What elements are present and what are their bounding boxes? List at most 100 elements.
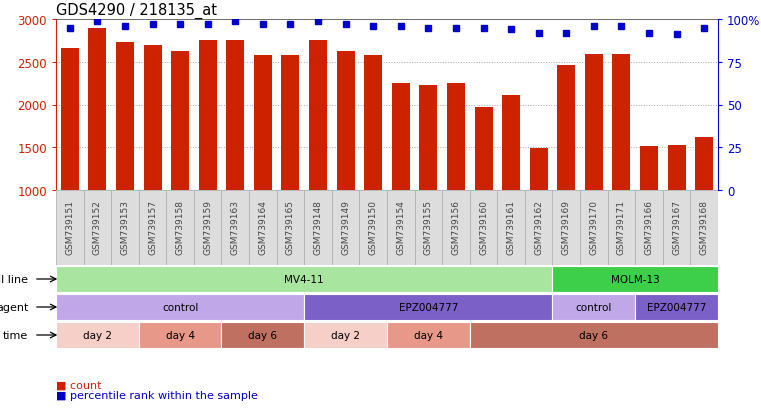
Text: GSM739148: GSM739148 [314, 199, 323, 254]
Text: day 6: day 6 [579, 330, 608, 340]
Bar [613, 55, 630, 190]
Bar [167, 190, 194, 266]
Text: GSM739166: GSM739166 [645, 199, 654, 254]
Bar [580, 190, 608, 266]
Bar [282, 56, 299, 190]
Text: GSM739149: GSM739149 [341, 199, 350, 254]
Bar [392, 84, 409, 190]
Bar [56, 267, 552, 292]
Text: EPZ004777: EPZ004777 [647, 302, 706, 312]
Bar [557, 66, 575, 190]
Bar [552, 190, 580, 266]
Text: GSM739160: GSM739160 [479, 199, 488, 254]
Bar [470, 190, 498, 266]
Bar [552, 267, 718, 292]
Bar [635, 190, 663, 266]
Text: GSM739163: GSM739163 [231, 199, 240, 254]
Text: day 4: day 4 [414, 330, 443, 340]
Bar [111, 190, 139, 266]
Bar [171, 52, 189, 190]
Text: GSM739158: GSM739158 [176, 199, 185, 254]
Bar [442, 190, 470, 266]
Bar [387, 190, 415, 266]
Text: GSM739153: GSM739153 [120, 199, 129, 254]
Text: GSM739155: GSM739155 [424, 199, 433, 254]
Text: GSM739154: GSM739154 [396, 199, 406, 254]
Bar [304, 190, 332, 266]
Text: GSM739171: GSM739171 [617, 199, 626, 254]
Text: day 2: day 2 [83, 330, 112, 340]
Bar [254, 56, 272, 190]
Bar [530, 149, 548, 190]
Bar [690, 190, 718, 266]
Text: day 6: day 6 [248, 330, 277, 340]
Bar [226, 41, 244, 190]
Text: time: time [3, 330, 28, 340]
Bar [447, 84, 465, 190]
Bar [470, 323, 718, 348]
Bar [144, 45, 161, 190]
Bar [635, 295, 718, 320]
Bar [415, 190, 442, 266]
Text: GSM739164: GSM739164 [259, 199, 267, 254]
Bar [88, 28, 107, 190]
Bar [56, 295, 304, 320]
Bar [84, 190, 111, 266]
Text: control: control [575, 302, 612, 312]
Text: GSM739169: GSM739169 [562, 199, 571, 254]
Bar [696, 138, 713, 190]
Text: GSM739167: GSM739167 [672, 199, 681, 254]
Bar [56, 323, 139, 348]
Text: GSM739170: GSM739170 [589, 199, 598, 254]
Bar [139, 323, 221, 348]
Text: GSM739156: GSM739156 [451, 199, 460, 254]
Text: EPZ004777: EPZ004777 [399, 302, 458, 312]
Bar [304, 323, 387, 348]
Bar [304, 295, 552, 320]
Bar [56, 190, 84, 266]
Bar [667, 145, 686, 190]
Text: MOLM-13: MOLM-13 [611, 274, 660, 284]
Bar [498, 190, 525, 266]
Bar [640, 146, 658, 190]
Bar [419, 85, 438, 190]
Text: GSM739159: GSM739159 [203, 199, 212, 254]
Bar [502, 96, 520, 190]
Bar [277, 190, 304, 266]
Bar [475, 108, 492, 190]
Text: control: control [162, 302, 199, 312]
Text: GSM739150: GSM739150 [369, 199, 377, 254]
Text: GSM739161: GSM739161 [507, 199, 516, 254]
Text: MV4-11: MV4-11 [285, 274, 324, 284]
Text: GSM739165: GSM739165 [286, 199, 295, 254]
Bar [249, 190, 277, 266]
Text: GDS4290 / 218135_at: GDS4290 / 218135_at [56, 2, 217, 19]
Bar [359, 190, 387, 266]
Bar [139, 190, 167, 266]
Bar [61, 49, 78, 190]
Text: GSM739162: GSM739162 [534, 199, 543, 254]
Bar [663, 190, 690, 266]
Text: cell line: cell line [0, 274, 28, 284]
Bar [309, 41, 327, 190]
Text: GSM739157: GSM739157 [148, 199, 157, 254]
Text: ■ percentile rank within the sample: ■ percentile rank within the sample [56, 390, 258, 400]
Bar [336, 52, 355, 190]
Text: GSM739152: GSM739152 [93, 199, 102, 254]
Text: ■ count: ■ count [56, 380, 101, 390]
Bar [552, 295, 635, 320]
Bar [199, 41, 217, 190]
Bar [365, 56, 382, 190]
Bar [585, 55, 603, 190]
Text: day 4: day 4 [166, 330, 195, 340]
Text: GSM739168: GSM739168 [699, 199, 708, 254]
Bar [387, 323, 470, 348]
Text: agent: agent [0, 302, 28, 312]
Text: GSM739151: GSM739151 [65, 199, 75, 254]
Text: day 2: day 2 [331, 330, 360, 340]
Bar [221, 190, 249, 266]
Bar [332, 190, 359, 266]
Bar [221, 323, 304, 348]
Bar [525, 190, 552, 266]
Bar [116, 43, 134, 190]
